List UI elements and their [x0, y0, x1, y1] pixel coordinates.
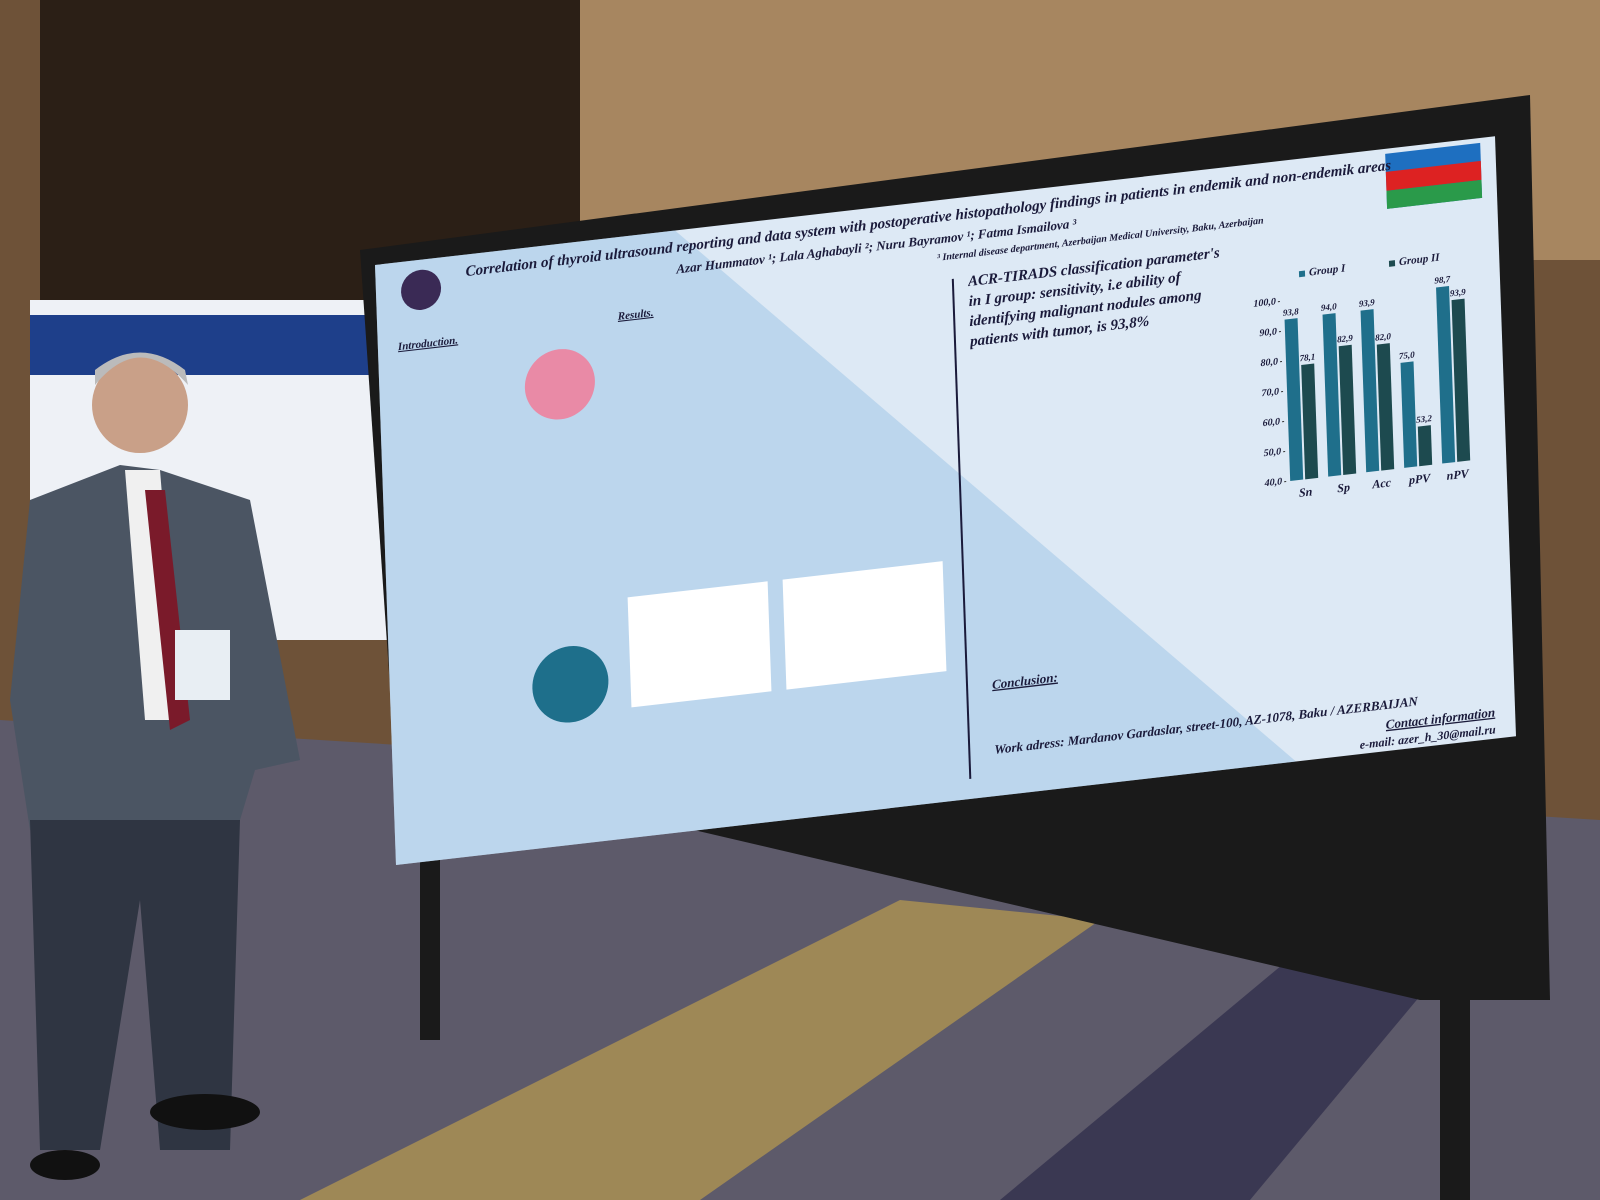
x-tick-label: Sp [1337, 480, 1350, 495]
bar [1360, 309, 1380, 473]
bar [1322, 313, 1342, 477]
x-tick-label: nPV [1446, 466, 1469, 483]
divider [951, 278, 972, 779]
person [10, 352, 300, 1180]
bar [1400, 361, 1418, 468]
pie-chart [532, 646, 609, 723]
shoe [150, 1094, 260, 1130]
value-label: 93,9 [1359, 297, 1376, 309]
pie-chart [524, 349, 595, 420]
university-logo [401, 269, 442, 310]
bar [1376, 343, 1395, 471]
y-tick-label: 60,0 [1262, 416, 1280, 429]
value-label: 82,9 [1337, 333, 1354, 345]
trousers [30, 820, 240, 1150]
poster: Correlation of thyroid ultrasound report… [375, 136, 1517, 865]
badge [175, 630, 230, 700]
y-tick-label: 70,0 [1261, 386, 1279, 399]
value-label: 78,1 [1299, 351, 1315, 363]
bar [1451, 298, 1471, 462]
bar [1338, 344, 1357, 475]
roc-chart [627, 581, 772, 708]
value-label: 82,0 [1375, 331, 1392, 343]
legend-swatch [1388, 260, 1396, 267]
bar [1301, 363, 1319, 480]
hair [95, 352, 188, 385]
acr-text-box: ACR-TIRADS classification parameter's in… [968, 245, 1220, 350]
y-tick-label: 40,0 [1264, 476, 1283, 489]
y-tick-label: 90,0 [1259, 326, 1277, 339]
bar [1417, 425, 1433, 467]
stand [1440, 960, 1470, 1200]
x-tick-label: Sn [1299, 484, 1313, 500]
legend-label: Group I [1309, 262, 1346, 278]
carpet-pattern [1000, 950, 1450, 1200]
x-tick-label: Acc [1371, 475, 1392, 491]
shoe [30, 1150, 100, 1180]
value-label: 98,7 [1434, 274, 1451, 286]
poster-wave [375, 230, 1297, 865]
value-label: 94,0 [1321, 301, 1338, 313]
legend-swatch [1298, 270, 1306, 278]
flag-stripe [1386, 179, 1483, 209]
bar [1284, 318, 1304, 482]
value-label: 93,8 [1283, 306, 1300, 318]
x-tick-label: pPV [1408, 471, 1432, 488]
value-label: 75,0 [1399, 349, 1416, 361]
y-tick-label: 50,0 [1263, 446, 1281, 459]
bar [1436, 285, 1456, 464]
section-heading: Results. [617, 307, 654, 323]
bar-chart: 40,0 50,0 60,0 70,0 80,0 90,0 100,0 Group I Grou… [1253, 252, 1471, 500]
y-tick-label: 100,0 [1253, 296, 1276, 310]
value-label: 93,9 [1450, 287, 1467, 299]
value-label: 53,2 [1416, 413, 1433, 425]
carpet-pattern [300, 900, 1100, 1200]
left-poster-header [30, 315, 390, 375]
y-tick-label: 80,0 [1260, 356, 1278, 369]
head [92, 357, 188, 453]
roc-chart [782, 561, 947, 690]
flag-stripe [1385, 160, 1482, 191]
legend-label: Group II [1399, 252, 1441, 269]
